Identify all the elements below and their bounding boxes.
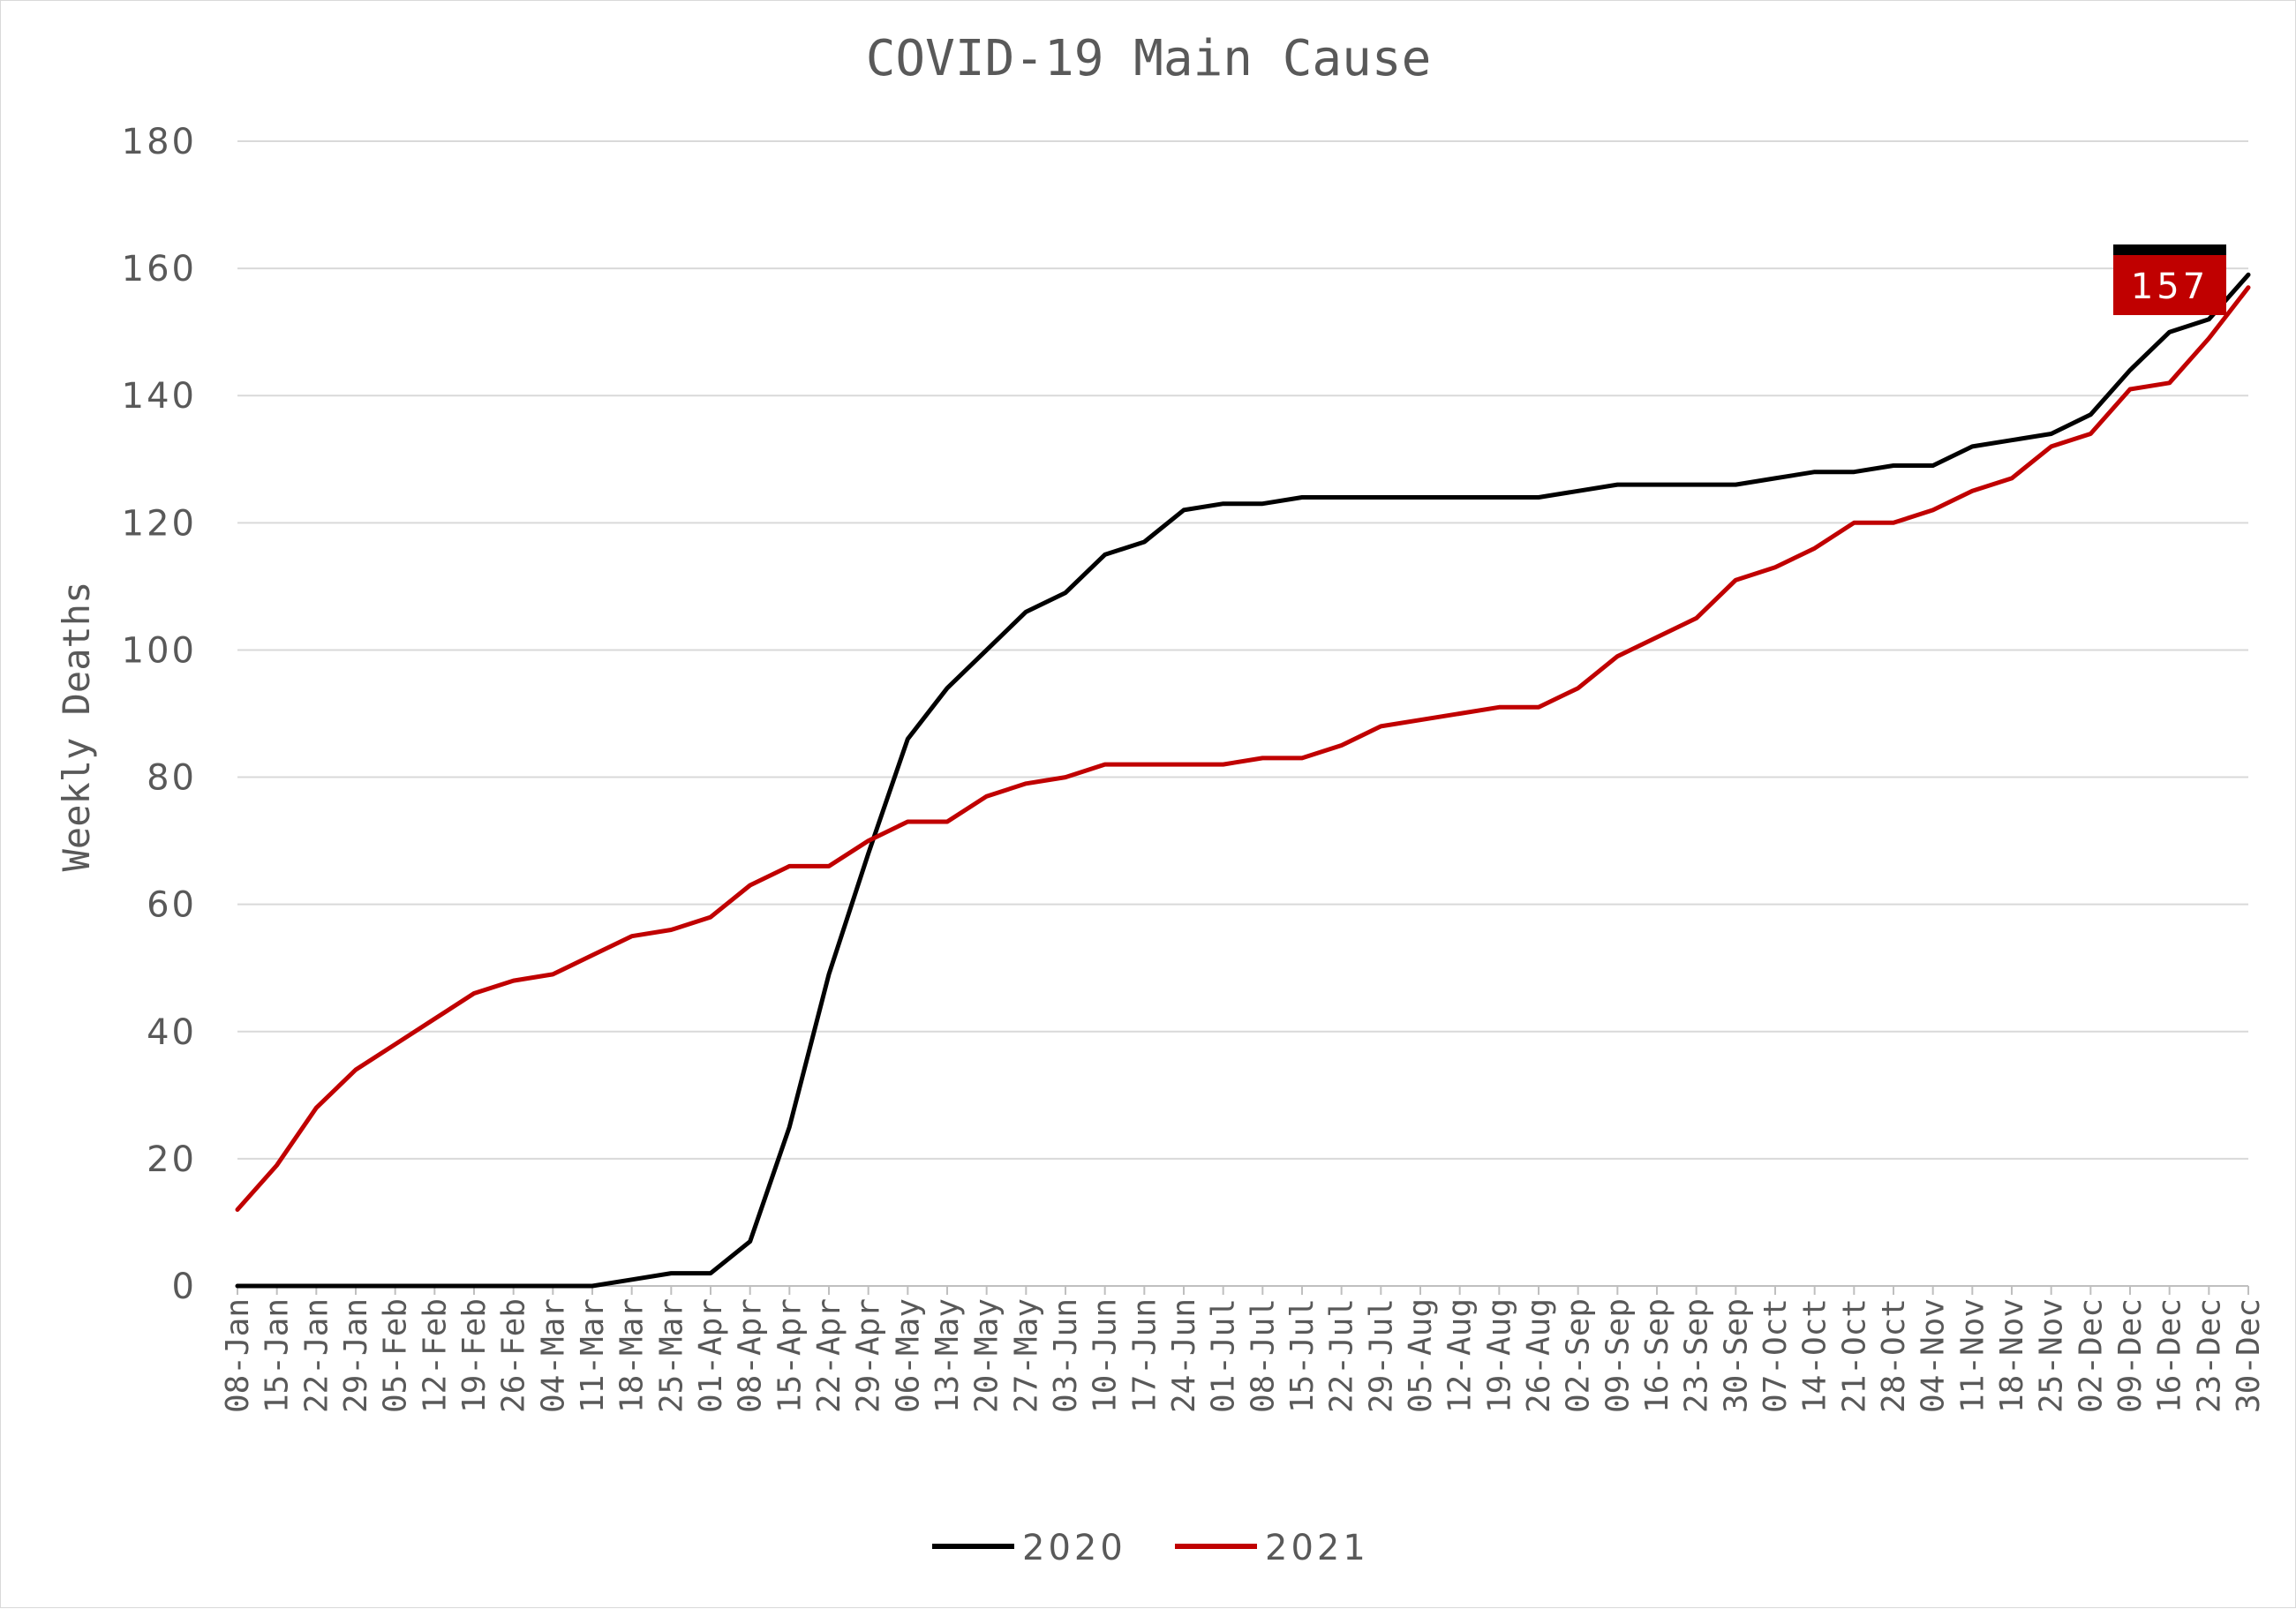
x-tick-label: 09-Dec	[2112, 1298, 2149, 1413]
x-tick-label: 29-Jan	[338, 1298, 374, 1413]
legend-label-2020: 2020	[1022, 1528, 1126, 1568]
y-tick-label: 100	[122, 630, 197, 671]
x-tick-label: 20-May	[969, 1298, 1005, 1413]
x-tick-label: 01-Apr	[693, 1298, 729, 1413]
x-tick-label: 29-Apr	[851, 1298, 887, 1413]
x-tick-label: 27-May	[1008, 1298, 1044, 1413]
x-tick-label: 06-May	[890, 1298, 926, 1413]
x-tick-label: 22-Apr	[811, 1298, 847, 1413]
x-tick-label: 18-Nov	[1994, 1298, 2030, 1413]
y-tick-label: 160	[122, 249, 197, 289]
x-tick-label: 15-Apr	[772, 1298, 808, 1413]
x-tick-label: 21-Oct	[1836, 1298, 1872, 1413]
x-tick-label: 16-Sep	[1639, 1298, 1675, 1413]
x-tick-label: 19-Aug	[1481, 1298, 1517, 1413]
x-tick-label: 14-Oct	[1797, 1298, 1833, 1413]
x-tick-label: 12-Aug	[1442, 1298, 1479, 1413]
y-tick-label: 140	[122, 376, 197, 417]
x-tick-label: 11-Mar	[575, 1298, 611, 1413]
x-tick-label: 09-Sep	[1600, 1298, 1636, 1413]
x-tick-label: 15-Jul	[1284, 1298, 1321, 1413]
x-tick-label: 02-Sep	[1561, 1298, 1597, 1413]
x-tick-label: 01-Jul	[1206, 1298, 1242, 1413]
x-tick-label: 05-Aug	[1403, 1298, 1439, 1413]
x-tick-label: 29-Jul	[1363, 1298, 1399, 1413]
x-tick-label: 19-Feb	[456, 1298, 493, 1413]
y-tick-label: 40	[147, 1012, 197, 1053]
y-tick-label: 0	[172, 1267, 197, 1307]
y-axis-ticks: 0 20 40 60 80 100 120 140 160 180	[122, 122, 197, 1307]
y-tick-label: 80	[147, 758, 197, 799]
y-tick-label: 180	[122, 122, 197, 162]
x-tick-label: 26-Aug	[1521, 1298, 1557, 1413]
chart-title: COVID-19 Main Cause	[866, 30, 1432, 87]
x-tick-label: 10-Jun	[1088, 1298, 1124, 1413]
x-tick-label: 04-Mar	[535, 1298, 571, 1413]
legend: 2020 2021	[932, 1528, 1369, 1568]
x-tick-label: 08-Jan	[220, 1298, 256, 1413]
x-tick-label: 16-Dec	[2152, 1298, 2188, 1413]
x-tick-label: 26-Feb	[496, 1298, 532, 1413]
x-tick-label: 18-Mar	[614, 1298, 651, 1413]
series-line-2021	[235, 285, 2251, 1212]
x-tick-label: 04-Nov	[1916, 1298, 1952, 1413]
data-labels: 157	[2113, 244, 2226, 315]
x-tick-label: 12-Feb	[417, 1298, 453, 1413]
x-tick-label: 28-Oct	[1876, 1298, 1912, 1413]
x-tick-label: 25-Mar	[653, 1298, 689, 1413]
y-axis-title: Weekly Deaths	[55, 582, 98, 872]
series-lines	[235, 272, 2251, 1289]
x-tick-label: 08-Jul	[1245, 1298, 1281, 1413]
y-tick-label: 60	[147, 885, 197, 926]
x-tick-label: 17-Jun	[1126, 1298, 1163, 1413]
x-tick-label: 25-Nov	[2034, 1298, 2070, 1413]
x-tick-label: 02-Dec	[2073, 1298, 2109, 1413]
x-tick-label: 13-May	[930, 1298, 966, 1413]
x-tick-label: 23-Dec	[2191, 1298, 2227, 1413]
x-tick-label: 30-Dec	[2231, 1298, 2267, 1413]
gridlines	[237, 140, 2248, 1287]
x-tick-label: 22-Jul	[1324, 1298, 1360, 1413]
x-tick-label: 23-Sep	[1679, 1298, 1715, 1413]
y-tick-label: 20	[147, 1139, 197, 1180]
x-tick-label: 07-Oct	[1758, 1298, 1794, 1413]
y-tick-label: 120	[122, 503, 197, 544]
x-tick-label: 30-Sep	[1718, 1298, 1754, 1413]
x-tick-label: 22-Jan	[298, 1298, 335, 1413]
x-tick-label: 24-Jun	[1166, 1298, 1202, 1413]
x-tick-label: 15-Jan	[260, 1298, 296, 1413]
x-axis-ticks: 08-Jan 15-Jan 22-Jan 29-Jan 05-Feb 12-Feb 19-F…	[220, 1286, 2267, 1413]
x-tick-label: 11-Nov	[1954, 1298, 1991, 1413]
x-tick-label: 08-Apr	[733, 1298, 769, 1413]
x-tick-label: 05-Feb	[378, 1298, 414, 1413]
legend-label-2021: 2021	[1265, 1528, 1369, 1568]
series-line-2020	[235, 272, 2251, 1289]
data-label: 157	[2131, 267, 2209, 307]
data-label-box	[2113, 255, 2226, 315]
x-tick-label: 03-Jun	[1048, 1298, 1084, 1413]
